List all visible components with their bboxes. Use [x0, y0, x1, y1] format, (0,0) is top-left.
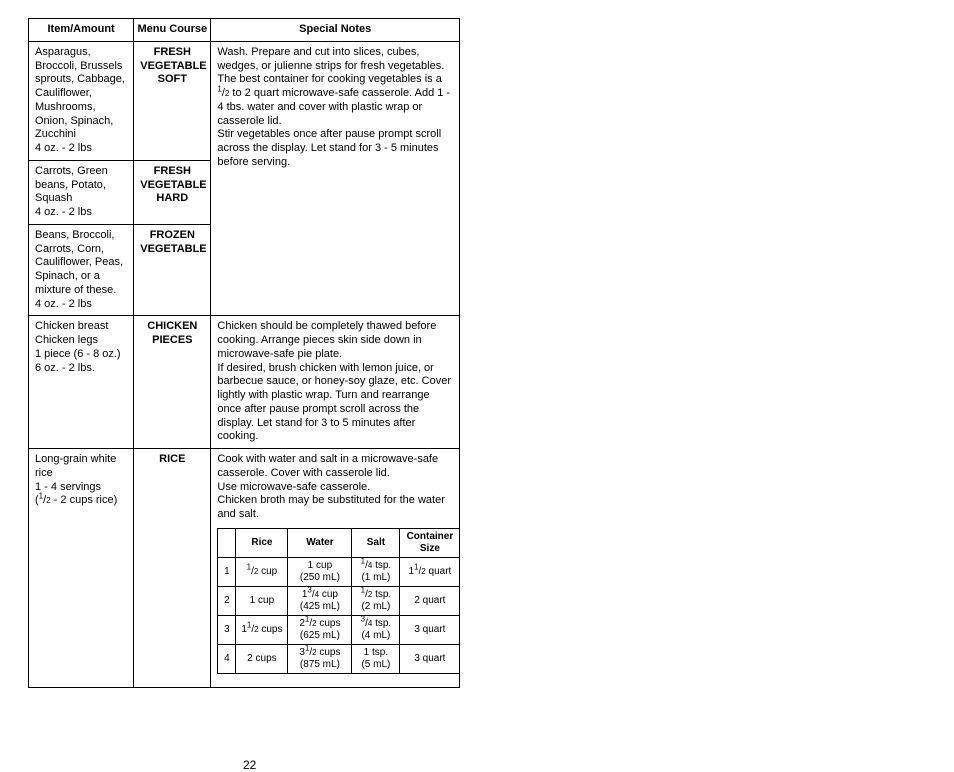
table-row: Long-grain white rice1 - 4 servings(1/2 …	[29, 449, 460, 688]
header-course: Menu Course	[134, 19, 211, 42]
course-cell: RICE	[134, 449, 211, 688]
table-row: Chicken breastChicken legs1 piece (6 - 8…	[29, 316, 460, 449]
rice-cell: 1 cup	[236, 586, 288, 615]
rice-cell: 3 quart	[400, 615, 460, 644]
course-cell: FRESH VEGETABLE HARD	[134, 160, 211, 224]
rice-cell: 1/2 cup	[236, 557, 288, 586]
rice-table-row: 311/2 cups21/2 cups(625 mL)3/4 tsp.(4 mL…	[218, 615, 460, 644]
table-row: Asparagus, Broccoli, Brussels sprouts, C…	[29, 41, 460, 160]
rice-col-header: Container Size	[400, 528, 460, 557]
rice-cell: 31/2 cups(875 mL)	[288, 644, 352, 673]
item-cell: Asparagus, Broccoli, Brussels sprouts, C…	[29, 41, 134, 160]
rice-cell: 3	[218, 615, 236, 644]
notes-cell: Chicken should be completely thawed befo…	[211, 316, 460, 449]
rice-cell: 1/4 tsp.(1 mL)	[352, 557, 400, 586]
item-cell: Long-grain white rice1 - 4 servings(1/2 …	[29, 449, 134, 688]
rice-col-header	[218, 528, 236, 557]
item-cell: Carrots, Green beans, Potato, Squash4 oz…	[29, 160, 134, 224]
rice-col-header: Salt	[352, 528, 400, 557]
rice-table-row: 11/2 cup1 cup(250 mL)1/4 tsp.(1 mL)11/2 …	[218, 557, 460, 586]
course-cell: FROZEN VEGETABLE	[134, 224, 211, 316]
rice-cell: 1 cup(250 mL)	[288, 557, 352, 586]
rice-cell: 4	[218, 644, 236, 673]
rice-table-row: 42 cups31/2 cups(875 mL)1 tsp.(5 mL)3 qu…	[218, 644, 460, 673]
rice-cell: 2 quart	[400, 586, 460, 615]
course-cell: FRESH VEGETABLE SOFT	[134, 41, 211, 160]
rice-cell: 1/2 tsp.(2 mL)	[352, 586, 400, 615]
rice-cell: 3 quart	[400, 644, 460, 673]
rice-cell: 2	[218, 586, 236, 615]
header-notes: Special Notes	[211, 19, 460, 42]
course-cell: CHICKEN PIECES	[134, 316, 211, 449]
rice-cell: 1	[218, 557, 236, 586]
rice-col-header: Rice	[236, 528, 288, 557]
rice-cell: 3/4 tsp.(4 mL)	[352, 615, 400, 644]
rice-cell: 13/4 cup(425 mL)	[288, 586, 352, 615]
rice-table-header: RiceWaterSaltContainer Size	[218, 528, 460, 557]
notes-cell-vegetables: Wash. Prepare and cut into slices, cubes…	[211, 41, 460, 316]
rice-cell: 11/2 quart	[400, 557, 460, 586]
rice-table-row: 21 cup13/4 cup(425 mL)1/2 tsp.(2 mL)2 qu…	[218, 586, 460, 615]
notes-cell-rice: Cook with water and salt in a microwave-…	[211, 449, 460, 688]
header-item: Item/Amount	[29, 19, 134, 42]
item-cell: Beans, Broccoli, Carrots, Corn, Cauliflo…	[29, 224, 134, 316]
rice-cell: 2 cups	[236, 644, 288, 673]
rice-measurements-table: RiceWaterSaltContainer Size 11/2 cup1 cu…	[217, 528, 460, 674]
rice-cell: 11/2 cups	[236, 615, 288, 644]
header-row: Item/Amount Menu Course Special Notes	[29, 19, 460, 42]
cooking-guide-table: Item/Amount Menu Course Special Notes As…	[28, 18, 460, 688]
rice-cell: 21/2 cups(625 mL)	[288, 615, 352, 644]
rice-cell: 1 tsp.(5 mL)	[352, 644, 400, 673]
item-cell: Chicken breastChicken legs1 piece (6 - 8…	[29, 316, 134, 449]
rice-col-header: Water	[288, 528, 352, 557]
page-number: 22	[243, 758, 954, 772]
rice-notes-text: Cook with water and salt in a microwave-…	[217, 453, 444, 520]
